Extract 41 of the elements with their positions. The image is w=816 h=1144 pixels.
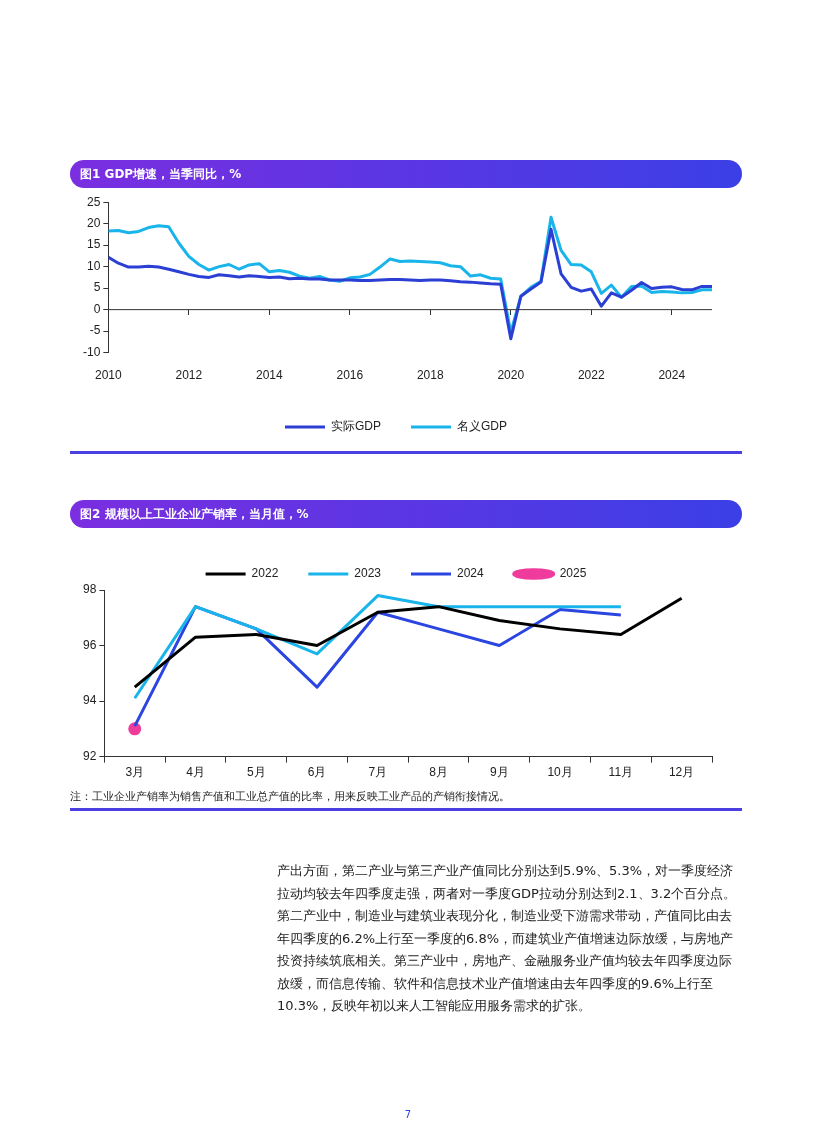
y-tick-label: 94 — [82, 693, 97, 708]
text: 7 — [403, 1108, 413, 1122]
y-tick-label: 96 — [82, 637, 97, 652]
x-tick-label: 11月 — [608, 765, 634, 780]
x-tick-label: 2022 — [577, 368, 605, 383]
y-tick-label: 25 — [86, 194, 101, 209]
y-tick-label: 0 — [93, 301, 101, 316]
chart-title: 图2 规模以上工业企业产销率，当月值，% — [70, 500, 742, 528]
y-tick-label: 10 — [86, 258, 101, 273]
legend-label: 2023 — [354, 566, 382, 581]
x-tick-label: 2018 — [416, 368, 444, 383]
text: 注：工业企业产销率为销售产值和工业总产值的比率，用来反映工业产品的产销衔接情况。 — [70, 789, 511, 804]
y-tick-label: -5 — [89, 323, 101, 338]
x-tick-label: 2016 — [336, 368, 364, 383]
x-tick-label: 7月 — [368, 765, 388, 780]
x-tick-label: 2014 — [255, 368, 283, 383]
x-tick-label: 6月 — [307, 765, 327, 780]
x-tick-label: 3月 — [125, 765, 145, 780]
y-tick-label: 15 — [86, 237, 101, 252]
y-tick-label: 98 — [82, 582, 97, 597]
x-tick-label: 12月 — [668, 765, 695, 780]
legend-label: 名义GDP — [457, 419, 508, 434]
y-tick-label: 92 — [82, 748, 97, 763]
y-tick-label: 20 — [86, 216, 101, 230]
x-tick-label: 8月 — [429, 765, 448, 780]
x-tick-label: 2020 — [497, 368, 525, 383]
x-tick-label: 2012 — [175, 368, 203, 383]
x-tick-label: 2010 — [94, 368, 123, 383]
text: 产出方面，第二产业与第三产业产值同比分别达到5.9%、5.3%，对一季度经济拉动均较去年四季度走强，两者对一季度GDP拉动分别达到2.1、3.2个百分点。第二产业中，制造业与建筑业表现分化，制造业受下游需求带动，产值同比由去年四季度的6.2%上行至一季度的6.8%，而建筑业产值增速边际放缓，与房地产投资持续筑底相关。第三产业中，房地产、金融服务业产值均较去年四季度边际放缓，而信息传输、软件和信息技术业产值增速由去年四季度的9.6%上行至10.3%，反映年初以来人工智能应用服务需求的扩张。 — [277, 862, 738, 1015]
legend-label: 2022 — [251, 566, 279, 581]
x-tick-label: 5月 — [246, 765, 266, 780]
legend-label: 实际GDP — [331, 419, 382, 434]
x-tick-label: 9月 — [489, 765, 509, 780]
legend-label: 2024 — [457, 566, 485, 581]
x-tick-label: 4月 — [186, 765, 205, 780]
y-tick-label: 5 — [93, 280, 101, 295]
chart-title: 图1 GDP增速，当季同比，% — [70, 160, 742, 188]
legend-label: 2025 — [559, 566, 587, 581]
x-tick-label: 2024 — [658, 368, 686, 383]
x-tick-label: 10月 — [547, 765, 573, 780]
y-tick-label: -10 — [83, 344, 101, 359]
